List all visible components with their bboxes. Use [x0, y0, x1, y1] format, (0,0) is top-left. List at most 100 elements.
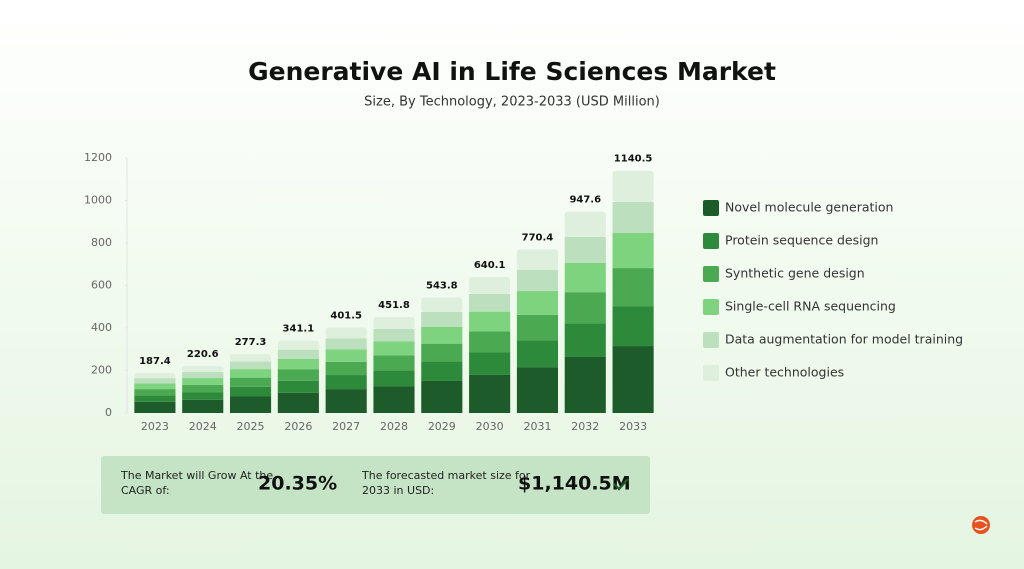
total-label: 341.1: [283, 324, 315, 335]
bar-segment: [516, 340, 559, 368]
bar-segment: [229, 377, 272, 387]
bar-segment: [134, 395, 176, 402]
bar-segment: [421, 326, 463, 344]
bar-segment: [516, 314, 559, 341]
legend-label: Single-cell RNA sequencing: [725, 299, 896, 314]
legend-swatch: [703, 233, 719, 249]
bar-segment: [612, 201, 654, 234]
total-label: 1140.5: [614, 154, 653, 165]
bar-segment: [564, 292, 606, 324]
cagr-value: 20.35%: [258, 473, 337, 495]
bar-segment: [277, 369, 319, 381]
x-tick-label: 2027: [332, 420, 360, 433]
bar-segment: [182, 366, 224, 372]
bar-segment: [229, 361, 272, 370]
bar-segment: [373, 316, 415, 330]
bar-segment: [612, 346, 654, 413]
bar-segment: [373, 329, 415, 342]
total-label: 277.3: [235, 337, 267, 348]
bar-segment: [325, 349, 367, 362]
bar-segment: [564, 356, 606, 413]
check-icon: [613, 478, 629, 491]
legend-label: Other technologies: [725, 365, 844, 380]
x-tick-label: 2025: [237, 420, 265, 433]
bar-segment: [469, 311, 511, 332]
bar-segment: [134, 373, 176, 379]
bar-segment: [516, 269, 559, 292]
bar-segment: [612, 170, 654, 202]
bar-segment: [373, 355, 415, 371]
bar-segment: [182, 371, 224, 379]
legend-swatch: [703, 332, 719, 348]
bar-segment: [612, 233, 654, 269]
y-tick-label: 1000: [84, 194, 112, 207]
bar-segment: [325, 389, 367, 413]
x-tick-label: 2031: [523, 420, 551, 433]
total-label: 451.8: [378, 300, 410, 311]
bar-segment: [134, 378, 176, 384]
chart-title: Generative AI in Life Sciences Market: [248, 57, 776, 86]
bar-segment: [564, 211, 606, 237]
bar-segment: [469, 374, 511, 413]
bar-segment: [277, 392, 319, 413]
bar-segment: [277, 358, 319, 370]
bar-segment: [229, 369, 272, 378]
bar-segment: [277, 349, 319, 359]
legend-label: Protein sequence design: [725, 233, 878, 248]
y-tick-label: 600: [91, 279, 112, 292]
y-tick-label: 400: [91, 321, 112, 334]
bar-segment: [277, 340, 319, 350]
bar-segment: [325, 327, 367, 339]
total-label: 220.6: [187, 349, 219, 360]
x-tick-label: 2028: [380, 420, 408, 433]
legend-swatch: [703, 200, 719, 216]
bar-segment: [229, 386, 272, 397]
bar-segment: [612, 306, 654, 347]
bar-segment: [373, 370, 415, 387]
forecast-value: $1,140.5M: [518, 473, 631, 495]
bar-segment: [421, 343, 463, 362]
x-tick-label: 2023: [141, 420, 169, 433]
total-label: 543.8: [426, 280, 458, 291]
bar-segment: [373, 341, 415, 356]
forecast-label: The forecasted market size for 2033 in US…: [361, 469, 531, 497]
bar-segment: [134, 383, 176, 390]
bar-segment: [134, 401, 176, 413]
bar-segment: [182, 378, 224, 385]
x-tick-label: 2024: [189, 420, 217, 433]
bar-segment: [516, 291, 559, 315]
bar-segment: [182, 392, 224, 400]
bar-segment: [182, 384, 224, 393]
y-tick-label: 0: [105, 406, 112, 419]
legend-swatch: [703, 365, 719, 381]
x-tick-label: 2032: [571, 420, 599, 433]
bar-segment: [421, 297, 463, 312]
bar-segment: [469, 294, 511, 312]
bar-segment: [421, 361, 463, 381]
bar-segment: [564, 236, 606, 263]
bar-segment: [182, 399, 224, 413]
bar-segment: [421, 311, 463, 327]
x-tick-label: 2026: [284, 420, 312, 433]
bar-segment: [229, 396, 272, 413]
total-label: 947.6: [569, 195, 601, 206]
bar-segment: [469, 352, 511, 375]
bar-segment: [469, 276, 511, 294]
x-tick-label: 2029: [428, 420, 456, 433]
legend-swatch: [703, 266, 719, 282]
legend-label: Synthetic gene design: [725, 266, 865, 281]
x-tick-label: 2033: [619, 420, 647, 433]
bar-segment: [612, 268, 654, 307]
bar-segment: [564, 262, 606, 293]
bar-segment: [469, 331, 511, 353]
bar-segment: [516, 249, 559, 270]
chart-subtitle: Size, By Technology, 2023-2033 (USD Mill…: [364, 95, 660, 110]
bar-segment: [516, 367, 559, 413]
bar-segment: [277, 380, 319, 393]
y-tick-label: 800: [91, 236, 112, 249]
y-tick-label: 1200: [84, 151, 112, 164]
bar-segment: [325, 338, 367, 350]
bar-segment: [134, 389, 176, 396]
